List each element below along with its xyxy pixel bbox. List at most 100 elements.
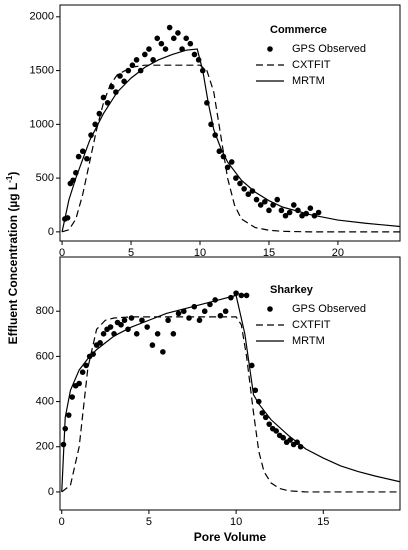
x-tick-label: 10 bbox=[194, 247, 206, 259]
y-axis-label: Effluent Concentration (µg L-1) bbox=[5, 172, 21, 345]
x-tick-label: 5 bbox=[146, 516, 152, 528]
data-point bbox=[186, 315, 192, 321]
data-point bbox=[243, 292, 250, 299]
data-point bbox=[117, 73, 123, 79]
data-point bbox=[237, 180, 243, 187]
data-point bbox=[191, 51, 198, 58]
data-point bbox=[146, 46, 152, 52]
legend-label: GPS Observed bbox=[292, 43, 366, 55]
data-point bbox=[133, 57, 140, 63]
data-point bbox=[315, 209, 322, 216]
data-point bbox=[290, 202, 297, 208]
data-point bbox=[100, 331, 107, 337]
data-point bbox=[187, 40, 194, 47]
data-point bbox=[217, 312, 224, 319]
data-point bbox=[201, 308, 208, 315]
data-point bbox=[257, 202, 264, 208]
x-tick-label: 10 bbox=[230, 516, 242, 528]
data-point bbox=[121, 78, 127, 85]
x-tick-label: 0 bbox=[59, 516, 65, 528]
data-point bbox=[259, 410, 266, 416]
x-tick-label: 15 bbox=[263, 247, 275, 259]
legend-label: MRTM bbox=[292, 335, 325, 347]
data-point bbox=[107, 324, 114, 330]
data-point bbox=[280, 434, 286, 441]
data-point bbox=[249, 188, 256, 194]
data-point bbox=[76, 380, 82, 387]
data-point bbox=[170, 35, 177, 42]
x-tick-label: 20 bbox=[332, 247, 344, 259]
y-tick-label: 200 bbox=[36, 441, 54, 453]
data-point bbox=[274, 196, 281, 203]
y-tick-label: 600 bbox=[36, 350, 54, 362]
data-point bbox=[128, 315, 135, 321]
data-point bbox=[286, 209, 293, 216]
data-point bbox=[166, 24, 173, 31]
data-point bbox=[307, 205, 314, 212]
data-point bbox=[228, 159, 235, 165]
data-point bbox=[69, 394, 76, 400]
data-point bbox=[253, 196, 260, 203]
data-point bbox=[75, 153, 82, 160]
line-dashed bbox=[61, 64, 400, 233]
data-point bbox=[216, 148, 223, 155]
data-point bbox=[149, 342, 156, 348]
data-point bbox=[238, 292, 245, 299]
data-point bbox=[79, 148, 86, 155]
y-tick-label: 400 bbox=[36, 395, 54, 407]
data-point bbox=[79, 369, 86, 376]
data-point bbox=[299, 212, 305, 219]
data-point bbox=[113, 89, 119, 95]
data-point bbox=[118, 321, 124, 328]
data-point bbox=[262, 198, 268, 205]
data-point bbox=[65, 412, 72, 418]
y-tick-label: 0 bbox=[48, 486, 54, 498]
data-point bbox=[273, 428, 280, 434]
x-axis-label: Pore Volume bbox=[194, 530, 267, 544]
data-point bbox=[96, 110, 103, 117]
data-point bbox=[83, 362, 89, 369]
y-tick-label: 0 bbox=[48, 226, 54, 238]
data-point bbox=[255, 398, 262, 405]
y-tick-label: 500 bbox=[36, 172, 54, 184]
data-point bbox=[222, 308, 229, 315]
line-solid bbox=[61, 48, 401, 232]
x-tick-label: 5 bbox=[128, 247, 134, 259]
data-point bbox=[97, 340, 103, 346]
legend-label: GPS Observed bbox=[292, 303, 366, 315]
data-point bbox=[248, 362, 255, 369]
data-point bbox=[196, 317, 203, 324]
data-point bbox=[64, 215, 71, 221]
data-point bbox=[139, 317, 145, 324]
data-point bbox=[144, 324, 150, 330]
data-point bbox=[160, 349, 166, 355]
legend-label: CXTFIT bbox=[292, 319, 331, 331]
y-label-text: Effluent Concentration (µg L bbox=[6, 183, 20, 345]
data-point bbox=[162, 46, 169, 52]
data-point bbox=[142, 51, 148, 58]
plot-frame bbox=[59, 4, 401, 242]
data-point bbox=[121, 317, 128, 324]
x-tick-label: 0 bbox=[59, 247, 65, 259]
y-label-end: ) bbox=[6, 172, 20, 176]
x-tick-label: 15 bbox=[317, 516, 329, 528]
y-tick-label: 2000 bbox=[30, 11, 54, 23]
panel-title: Commerce bbox=[270, 24, 327, 36]
y-tick-label: 1000 bbox=[30, 118, 54, 130]
data-point bbox=[233, 290, 239, 296]
data-point bbox=[233, 175, 239, 181]
data-point bbox=[84, 155, 90, 162]
data-point bbox=[133, 331, 140, 337]
data-point bbox=[88, 132, 94, 138]
data-point bbox=[175, 310, 182, 317]
y-tick-label: 800 bbox=[36, 305, 54, 317]
legend-symbol bbox=[267, 306, 273, 312]
data-point bbox=[154, 331, 161, 337]
data-point bbox=[150, 57, 156, 63]
y-label-sup: -1 bbox=[5, 175, 14, 183]
plot-frame bbox=[59, 256, 401, 511]
data-point bbox=[252, 387, 259, 394]
y-tick-label: 1500 bbox=[30, 64, 54, 76]
data-point bbox=[154, 35, 161, 42]
